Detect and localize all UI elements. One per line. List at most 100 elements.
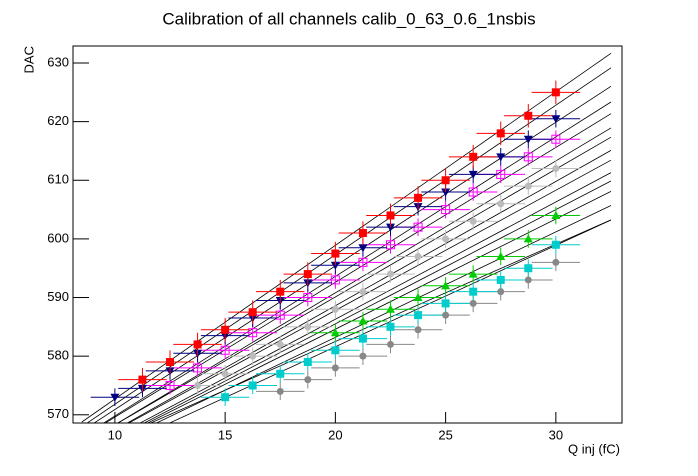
point bbox=[276, 369, 285, 378]
point bbox=[551, 115, 561, 124]
point bbox=[385, 304, 395, 313]
point bbox=[441, 176, 450, 185]
point bbox=[386, 211, 395, 220]
point bbox=[330, 261, 340, 270]
point bbox=[469, 217, 477, 225]
point bbox=[441, 281, 451, 290]
point bbox=[441, 205, 451, 215]
point bbox=[441, 299, 450, 308]
point bbox=[303, 358, 312, 367]
point bbox=[469, 287, 478, 296]
point bbox=[386, 322, 395, 331]
point bbox=[441, 188, 451, 197]
point bbox=[496, 275, 505, 284]
point bbox=[414, 252, 422, 260]
point bbox=[165, 380, 175, 390]
point bbox=[249, 352, 257, 360]
point bbox=[442, 311, 450, 319]
point bbox=[275, 310, 285, 320]
point bbox=[248, 381, 257, 390]
point bbox=[110, 393, 120, 402]
point bbox=[221, 393, 230, 402]
point bbox=[468, 170, 478, 179]
point bbox=[524, 264, 533, 273]
point bbox=[552, 165, 560, 173]
point bbox=[442, 235, 450, 243]
point bbox=[524, 276, 532, 284]
point bbox=[496, 153, 506, 162]
point bbox=[303, 270, 312, 279]
point bbox=[497, 288, 505, 296]
point bbox=[386, 270, 394, 278]
y-tick-label: 610 bbox=[47, 172, 69, 187]
point bbox=[524, 111, 533, 120]
point bbox=[414, 311, 423, 320]
x-tick-label: 10 bbox=[108, 427, 122, 442]
point bbox=[359, 288, 367, 296]
plot-area bbox=[81, 53, 612, 423]
x-tick-label: 25 bbox=[438, 427, 452, 442]
fit-line bbox=[155, 205, 612, 423]
point bbox=[220, 345, 230, 355]
point bbox=[523, 234, 533, 243]
point bbox=[414, 193, 423, 202]
point bbox=[358, 257, 368, 267]
point bbox=[248, 328, 258, 338]
point bbox=[358, 244, 368, 253]
y-tick-label: 630 bbox=[47, 54, 69, 69]
frame bbox=[72, 45, 623, 424]
point bbox=[331, 249, 340, 258]
y-axis-label: DAC bbox=[21, 46, 36, 73]
point bbox=[331, 305, 339, 313]
point bbox=[496, 129, 505, 138]
point bbox=[330, 275, 340, 285]
x-tick-label: 20 bbox=[328, 427, 342, 442]
chart-title: Calibration of all channels calib_0_63_0… bbox=[162, 9, 535, 28]
point bbox=[359, 352, 367, 360]
point bbox=[385, 240, 395, 250]
y-tick-label: 600 bbox=[47, 230, 69, 245]
point bbox=[193, 340, 202, 349]
point bbox=[248, 308, 257, 317]
point bbox=[552, 258, 560, 266]
fit-line bbox=[146, 191, 612, 423]
y-tick-label: 570 bbox=[47, 406, 69, 421]
point bbox=[331, 346, 340, 355]
fit-line bbox=[126, 150, 612, 423]
point bbox=[551, 210, 561, 219]
point bbox=[551, 88, 560, 97]
fit-line bbox=[143, 180, 612, 423]
point bbox=[385, 223, 395, 232]
point bbox=[524, 182, 532, 190]
fit-line bbox=[149, 219, 612, 423]
point bbox=[523, 135, 533, 144]
point bbox=[386, 340, 394, 348]
point bbox=[166, 358, 175, 367]
point bbox=[413, 293, 423, 302]
fit-line bbox=[139, 172, 612, 423]
point bbox=[304, 376, 312, 384]
y-tick-label: 620 bbox=[47, 113, 69, 128]
point bbox=[469, 152, 478, 161]
x-tick-label: 30 bbox=[549, 427, 563, 442]
point bbox=[358, 316, 368, 325]
point bbox=[221, 325, 230, 334]
point bbox=[194, 381, 202, 389]
point bbox=[193, 363, 203, 373]
y-tick-label: 590 bbox=[47, 289, 69, 304]
x-tick-label: 15 bbox=[218, 427, 232, 442]
point bbox=[414, 326, 422, 334]
fit-line bbox=[128, 159, 612, 423]
point bbox=[358, 229, 367, 238]
point bbox=[276, 387, 284, 395]
point bbox=[304, 323, 312, 331]
point bbox=[330, 328, 340, 337]
point bbox=[469, 299, 477, 307]
point bbox=[276, 340, 284, 348]
point bbox=[358, 334, 367, 343]
point bbox=[303, 293, 313, 303]
x-axis-label: Q inj (fC) bbox=[568, 441, 620, 456]
point bbox=[138, 375, 147, 384]
